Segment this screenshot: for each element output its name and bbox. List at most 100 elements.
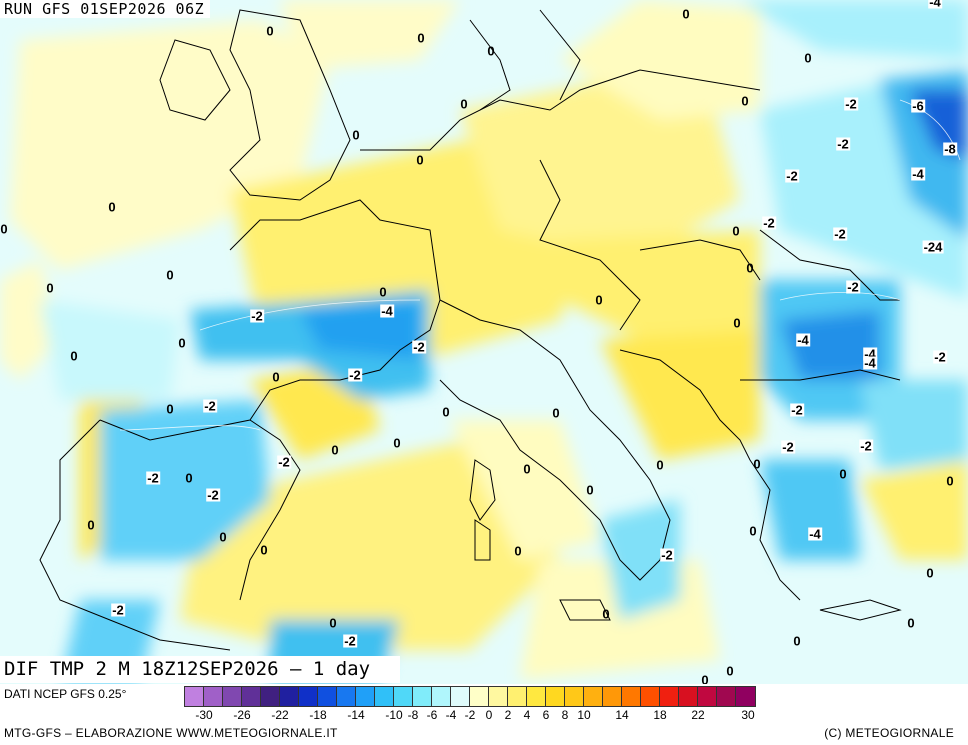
scale-swatch <box>489 687 508 706</box>
contour-label: -2 <box>203 398 217 414</box>
contour-label: 0 <box>87 517 95 533</box>
contour-label: 0 <box>178 335 186 351</box>
scale-tick: -18 <box>309 708 327 722</box>
contour-label: 0 <box>656 457 664 473</box>
contour-label: -2 <box>111 602 125 618</box>
scale-swatch <box>280 687 299 706</box>
contour-label: 0 <box>266 23 274 39</box>
contour-label: -4 <box>796 332 810 348</box>
contour-label: -2 <box>146 470 160 486</box>
contour-label: -2 <box>343 633 357 649</box>
scale-swatch <box>185 687 204 706</box>
contour-label: -2 <box>833 226 847 242</box>
contour-label: -4 <box>911 166 925 182</box>
contour-label: 0 <box>272 369 280 385</box>
contour-label: -2 <box>206 487 220 503</box>
contour-label: 0 <box>586 482 594 498</box>
color-legend: DATI NCEP GFS 0.25° -30 -26 -22 -18 -14 -10 -8… <box>0 684 968 745</box>
contour-label: -2 <box>277 454 291 470</box>
scale-swatch <box>698 687 717 706</box>
color-scale <box>184 686 756 707</box>
scale-swatch <box>565 687 584 706</box>
contour-label: 0 <box>804 50 812 66</box>
scale-swatch <box>318 687 337 706</box>
contour-label: 0 <box>108 199 116 215</box>
scale-swatch <box>394 687 413 706</box>
contour-label: -4 <box>808 526 822 542</box>
scale-swatch <box>356 687 375 706</box>
contour-label: -2 <box>859 438 873 454</box>
contour-label: 0 <box>417 30 425 46</box>
scale-tick: -8 <box>407 708 419 722</box>
scale-tick: 6 <box>542 708 550 722</box>
contour-label: -2 <box>785 168 799 184</box>
scale-tick: 8 <box>561 708 569 722</box>
scale-tick: -2 <box>464 708 476 722</box>
contour-label: -2 <box>933 349 947 365</box>
contour-label: 0 <box>460 96 468 112</box>
contour-label: -4 <box>380 303 394 319</box>
contour-label: 0 <box>260 542 268 558</box>
scale-tick: 14 <box>615 708 629 722</box>
scale-swatch <box>546 687 565 706</box>
scale-swatch <box>451 687 470 706</box>
contour-label: -2 <box>348 367 362 383</box>
contour-label: 0 <box>682 6 690 22</box>
contour-label: 0 <box>946 473 954 489</box>
contour-label: -2 <box>790 402 804 418</box>
scale-swatch <box>660 687 679 706</box>
contour-label: -6 <box>911 98 925 114</box>
contour-label: 0 <box>552 405 560 421</box>
scale-swatch <box>299 687 318 706</box>
credit-left: MTG-GFS – ELABORAZIONE WWW.METEOGIORNALE… <box>4 726 338 740</box>
scale-swatch <box>717 687 736 706</box>
contour-label: 0 <box>746 260 754 276</box>
contour-label: 0 <box>379 284 387 300</box>
scale-swatch <box>527 687 546 706</box>
contour-label: 0 <box>219 529 227 545</box>
scale-swatch <box>337 687 356 706</box>
contour-label: -24 <box>922 239 944 255</box>
scale-tick: -4 <box>445 708 457 722</box>
contour-label: 0 <box>595 292 603 308</box>
contour-label: -2 <box>781 439 795 455</box>
contour-label: 0 <box>514 543 522 559</box>
contour-label: 0 <box>393 435 401 451</box>
contour-label: -4 <box>863 355 877 371</box>
scale-tick: 18 <box>653 708 667 722</box>
contour-label: -2 <box>762 215 776 231</box>
scale-tick: -30 <box>195 708 213 722</box>
scale-tick: 10 <box>577 708 591 722</box>
contour-label: 0 <box>732 223 740 239</box>
contour-label: 0 <box>701 672 709 688</box>
scale-swatch <box>204 687 223 706</box>
scale-swatch <box>584 687 603 706</box>
contour-label: -2 <box>836 136 850 152</box>
contour-label: 0 <box>329 615 337 631</box>
contour-label: 0 <box>839 466 847 482</box>
scale-tick: 22 <box>691 708 705 722</box>
scale-swatch <box>413 687 432 706</box>
contour-label: 0 <box>487 43 495 59</box>
contour-label: 0 <box>749 523 757 539</box>
contour-label: -8 <box>943 141 957 157</box>
contour-label: 0 <box>46 280 54 296</box>
scale-swatch <box>603 687 622 706</box>
contour-label: 0 <box>166 267 174 283</box>
scale-tick: -22 <box>271 708 289 722</box>
contour-label: -2 <box>660 547 674 563</box>
contour-label: -2 <box>412 339 426 355</box>
temperature-anomaly-map <box>0 0 968 684</box>
scale-swatch <box>508 687 527 706</box>
contour-label: 0 <box>602 606 610 622</box>
contour-label: 0 <box>185 470 193 486</box>
contour-label: -2 <box>846 279 860 295</box>
scale-swatch <box>470 687 489 706</box>
contour-label: 0 <box>0 221 8 237</box>
contour-label: 0 <box>331 442 339 458</box>
contour-label: -2 <box>250 308 264 324</box>
scale-swatch <box>261 687 280 706</box>
contour-label: 0 <box>352 127 360 143</box>
scale-tick: 0 <box>485 708 493 722</box>
